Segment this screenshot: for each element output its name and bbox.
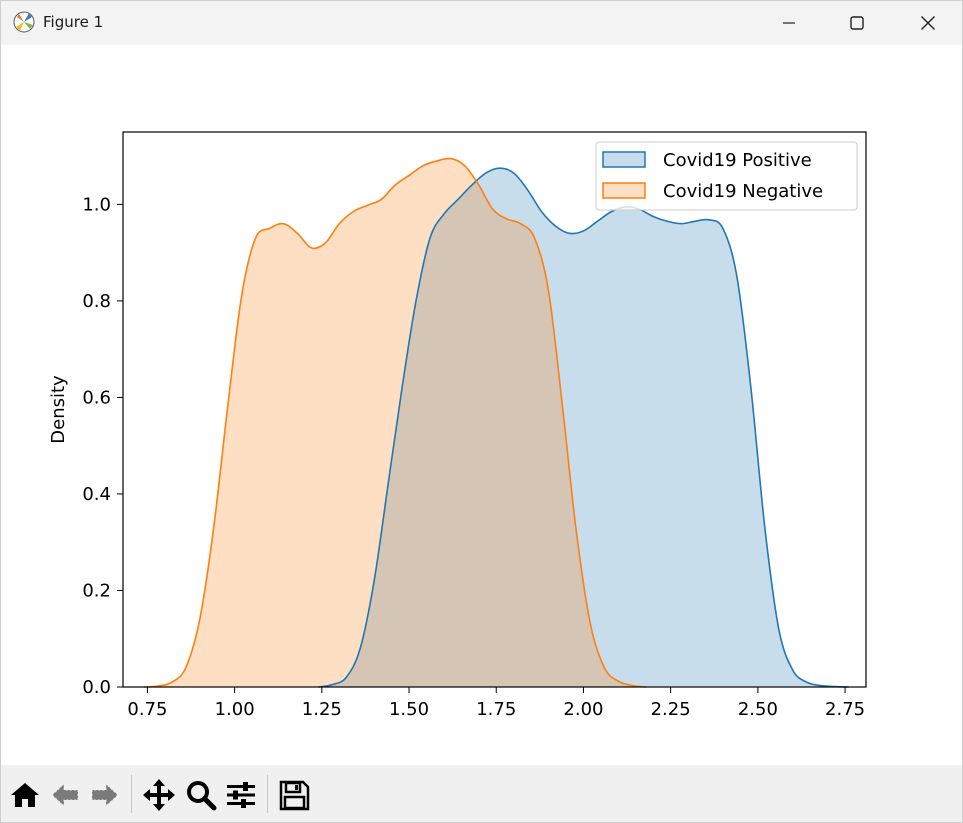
y-tick-label: 0.2 (82, 580, 111, 601)
toolbar-separator (131, 775, 132, 813)
pan-button[interactable] (141, 777, 177, 813)
maximize-icon (850, 16, 864, 30)
legend-box (595, 141, 858, 211)
forward-button[interactable] (87, 777, 123, 813)
x-tick-label: 0.75 (127, 699, 167, 720)
home-icon (11, 783, 39, 807)
x-tick-label: 2.00 (563, 699, 603, 720)
x-tick-label: 1.00 (215, 699, 255, 720)
y-tick-label: 1.0 (82, 194, 111, 215)
window-title: Figure 1 (43, 13, 104, 31)
density-line-0 (318, 167, 849, 688)
legend-swatch (602, 151, 646, 168)
density-fill-0 (318, 168, 849, 687)
close-icon (921, 16, 935, 30)
density-fill-1 (143, 158, 647, 687)
zoom-magnifier-icon (187, 781, 217, 811)
configure-subplots-button[interactable] (223, 777, 259, 813)
minimize-icon (783, 22, 795, 24)
zoom-button[interactable] (183, 777, 219, 813)
home-button[interactable] (7, 777, 43, 813)
y-tick-label: 0.8 (82, 291, 111, 312)
configure-subplots-icon (227, 782, 255, 808)
minimize-button[interactable] (766, 1, 812, 45)
y-axis-label: Density (48, 375, 69, 444)
navigation-toolbar (1, 765, 962, 822)
x-tick-label: 2.50 (738, 699, 778, 720)
save-button[interactable] (276, 777, 312, 813)
save-disk-icon (279, 780, 310, 811)
maximize-button[interactable] (834, 1, 880, 45)
title-bar[interactable]: Figure 1 (1, 1, 962, 45)
x-tick-label: 1.25 (302, 699, 342, 720)
x-tick-label: 2.25 (651, 699, 691, 720)
density-line-1 (143, 157, 647, 688)
x-tick-label: 1.50 (389, 699, 429, 720)
legend-label: Covid19 Negative (663, 181, 823, 202)
figure-canvas[interactable]: 0.75 1.00 1.25 1.50 1.75 2.00 2.25 2.50 2.75 0.0 0… (1, 45, 962, 765)
legend-swatch (602, 182, 646, 199)
plot-frame (122, 131, 867, 688)
y-tick-label: 0.4 (82, 484, 111, 505)
x-tick-label: 1.75 (476, 699, 516, 720)
back-button[interactable] (47, 777, 83, 813)
forward-arrow-icon (91, 782, 119, 808)
back-arrow-icon (51, 782, 79, 808)
y-tick-label: 0.6 (82, 387, 111, 408)
chart-svg: 0.75 1.00 1.25 1.50 1.75 2.00 2.25 2.50 2.75 0.0 0… (48, 131, 867, 720)
y-tick-label: 0.0 (82, 677, 111, 698)
x-tick-label: 2.75 (825, 699, 865, 720)
matplotlib-logo-icon (13, 11, 35, 33)
pan-move-icon (143, 779, 175, 811)
toolbar-separator (267, 775, 268, 813)
close-button[interactable] (905, 1, 951, 45)
legend-label: Covid19 Positive (663, 150, 812, 171)
